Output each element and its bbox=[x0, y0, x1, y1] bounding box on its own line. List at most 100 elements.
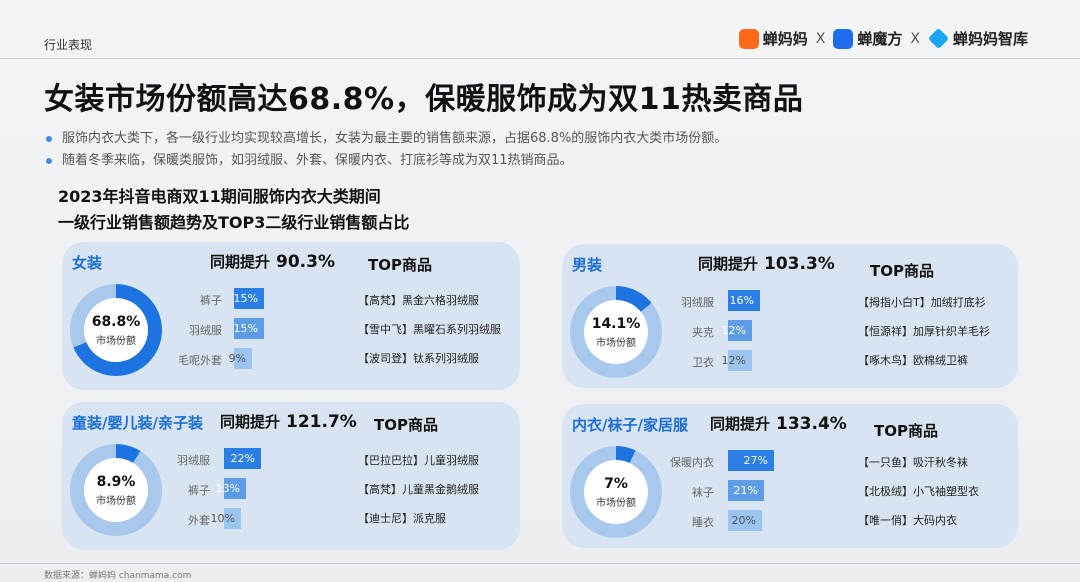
share-value: 7% bbox=[604, 475, 628, 492]
growth-rate: 同期提升 90.3% bbox=[210, 251, 335, 272]
sales-share-bar: 12% bbox=[722, 350, 752, 371]
bar-value-label: 15% bbox=[233, 292, 258, 305]
bar-value-label: 20% bbox=[731, 514, 756, 527]
brand-name: 蝉妈妈智库 bbox=[952, 30, 1028, 48]
bar-category-label: 裤子 bbox=[200, 294, 222, 307]
sales-share-bar: 20% bbox=[728, 510, 762, 531]
panel-title: 男装 bbox=[572, 256, 603, 274]
donut-center: 8.9% 市场份额 bbox=[84, 458, 148, 522]
bar-category-label: 外套 bbox=[188, 514, 210, 527]
top-product-item: 【一只鱼】吸汗秋冬袜 bbox=[858, 456, 968, 469]
bar-category-label: 卫衣 bbox=[692, 356, 714, 369]
growth-label: 同期提升 bbox=[220, 413, 281, 431]
market-share-donut: 68.8% 市场份额 bbox=[70, 284, 162, 376]
share-value: 68.8% bbox=[91, 313, 141, 330]
bar-value-label: 12% bbox=[721, 354, 746, 367]
growth-rate: 同期提升 133.4% bbox=[710, 413, 847, 434]
bar-category-label: 睡衣 bbox=[692, 516, 714, 529]
top-products-heading: TOP商品 bbox=[368, 256, 432, 274]
bar-category-label: 羽绒服 bbox=[681, 296, 714, 309]
growth-label: 同期提升 bbox=[698, 255, 759, 273]
category-panel: 童装/婴儿装/亲子装 同期提升 121.7% 8.9% 市场份额 羽绒服 22% 裤子 13% 外… bbox=[62, 402, 520, 550]
bottom-divider bbox=[0, 563, 1080, 564]
share-label: 市场份额 bbox=[596, 337, 636, 349]
top-products-heading: TOP商品 bbox=[374, 416, 438, 434]
sales-share-bar: 15% bbox=[234, 288, 264, 309]
growth-value: 121.7% bbox=[286, 412, 357, 432]
sales-share-bar: 21% bbox=[728, 480, 764, 501]
chanmama-zhiku-logo-icon bbox=[927, 27, 950, 50]
bar-value-label: 12% bbox=[721, 324, 746, 337]
donut-center: 7% 市场份额 bbox=[584, 460, 648, 524]
bar-category-label: 袜子 bbox=[692, 486, 714, 499]
share-label: 市场份额 bbox=[96, 335, 136, 347]
brand-name: 蝉魔方 bbox=[857, 30, 903, 48]
brand-separator: X bbox=[815, 30, 826, 47]
donut-center: 14.1% 市场份额 bbox=[584, 300, 648, 364]
brand-name: 蝉妈妈 bbox=[762, 30, 808, 48]
growth-value: 90.3% bbox=[276, 252, 335, 272]
bullet-dot-icon bbox=[46, 158, 52, 164]
sales-share-bar: 12% bbox=[722, 320, 752, 341]
panel-title: 女装 bbox=[72, 254, 103, 272]
chart-heading: 2023年抖音电商双11期间服饰内衣大类期间 一级行业销售额趋势及TOP3二级行… bbox=[58, 184, 409, 236]
market-share-donut: 14.1% 市场份额 bbox=[570, 286, 662, 378]
bullet-list: 服饰内衣大类下，各一级行业均实现较高增长，女装为最主要的销售额来源，占据68.8… bbox=[46, 128, 727, 172]
top-product-item: 【雪中飞】黑曜石系列羽绒服 bbox=[358, 323, 501, 336]
panel-title: 内衣/袜子/家居服 bbox=[572, 416, 688, 434]
category-panel: 内衣/袜子/家居服 同期提升 133.4% 7% 市场份额 保暖内衣 27% 袜子 21% 睡衣 2… bbox=[562, 404, 1018, 548]
top-product-item: 【高梵】黑金六格羽绒服 bbox=[358, 294, 479, 307]
top-product-item: 【拇指小白T】加绒打底衫 bbox=[858, 296, 986, 309]
bar-value-label: 13% bbox=[215, 482, 240, 495]
bar-category-label: 羽绒服 bbox=[189, 324, 222, 337]
bar-value-label: 16% bbox=[729, 294, 754, 307]
share-label: 市场份额 bbox=[596, 497, 636, 509]
share-value: 8.9% bbox=[96, 473, 136, 490]
bar-value-label: 15% bbox=[233, 322, 258, 335]
top-products-heading: TOP商品 bbox=[874, 422, 938, 440]
sales-share-bar: 9% bbox=[229, 348, 252, 369]
bar-value-label: 9% bbox=[228, 352, 246, 365]
bar-category-label: 保暖内衣 bbox=[670, 456, 714, 469]
bar-value-label: 10% bbox=[210, 512, 235, 525]
source-footnote: 数据来源：蝉妈妈 chanmama.com bbox=[44, 571, 192, 581]
chart-heading-line1: 2023年抖音电商双11期间服饰内衣大类期间 bbox=[58, 187, 381, 206]
top-product-item: 【巴拉巴拉】儿童羽绒服 bbox=[358, 454, 479, 467]
brand-chanmama: 蝉妈妈 bbox=[738, 28, 808, 49]
top-product-item: 【唯一俏】大码内衣 bbox=[858, 514, 957, 527]
bar-category-label: 羽绒服 bbox=[177, 454, 210, 467]
growth-label: 同期提升 bbox=[210, 253, 271, 271]
bullet-item: 随着冬季来临，保暖类服饰，如羽绒服、外套、保暖内衣、打底衫等成为双11热销商品。 bbox=[46, 150, 727, 172]
growth-rate: 同期提升 103.3% bbox=[698, 253, 835, 274]
growth-value: 103.3% bbox=[764, 254, 835, 274]
bar-category-label: 夹克 bbox=[692, 326, 714, 339]
growth-rate: 同期提升 121.7% bbox=[220, 411, 357, 432]
donut-center: 68.8% 市场份额 bbox=[84, 298, 148, 362]
top-product-item: 【啄木鸟】欧棉绒卫裤 bbox=[858, 354, 968, 367]
top-product-item: 【波司登】钛系列羽绒服 bbox=[358, 352, 479, 365]
share-value: 14.1% bbox=[591, 315, 641, 332]
category-panel: 女装 同期提升 90.3% 68.8% 市场份额 裤子 15% 羽绒服 15% 毛呢外套 9% TOP… bbox=[62, 242, 520, 390]
top-product-item: 【恒源祥】加厚针织羊毛衫 bbox=[858, 325, 990, 338]
bullet-text: 随着冬季来临，保暖类服饰，如羽绒服、外套、保暖内衣、打底衫等成为双11热销商品。 bbox=[62, 153, 573, 168]
growth-label: 同期提升 bbox=[710, 415, 771, 433]
chanmofang-logo-icon bbox=[833, 28, 854, 49]
top-products-heading: TOP商品 bbox=[870, 262, 934, 280]
bullet-item: 服饰内衣大类下，各一级行业均实现较高增长，女装为最主要的销售额来源，占据68.8… bbox=[46, 128, 727, 150]
chart-heading-line2: 一级行业销售额趋势及TOP3二级行业销售额占比 bbox=[58, 213, 410, 232]
top-product-item: 【北极绒】小飞袖塑型衣 bbox=[858, 485, 979, 498]
brand-bar: 蝉妈妈 X 蝉魔方 X 蝉妈妈智库 bbox=[738, 27, 1028, 50]
sales-share-bar: 22% bbox=[224, 448, 261, 469]
top-product-item: 【高梵】儿童黑金鹅绒服 bbox=[358, 483, 479, 496]
sales-share-bar: 13% bbox=[216, 478, 246, 499]
top-divider bbox=[0, 58, 1080, 59]
page-title: 女装市场份额高达68.8%，保暖服饰成为双11热卖商品 bbox=[44, 82, 804, 117]
bar-value-label: 22% bbox=[230, 452, 255, 465]
sales-share-bar: 10% bbox=[211, 508, 241, 529]
category-panel: 男装 同期提升 103.3% 14.1% 市场份额 羽绒服 16% 夹克 12% 卫衣 12% TOP… bbox=[562, 244, 1018, 388]
chanmama-logo-icon bbox=[738, 28, 759, 49]
sales-share-bar: 15% bbox=[234, 318, 264, 339]
growth-value: 133.4% bbox=[776, 414, 847, 434]
brand-separator: X bbox=[910, 30, 920, 47]
